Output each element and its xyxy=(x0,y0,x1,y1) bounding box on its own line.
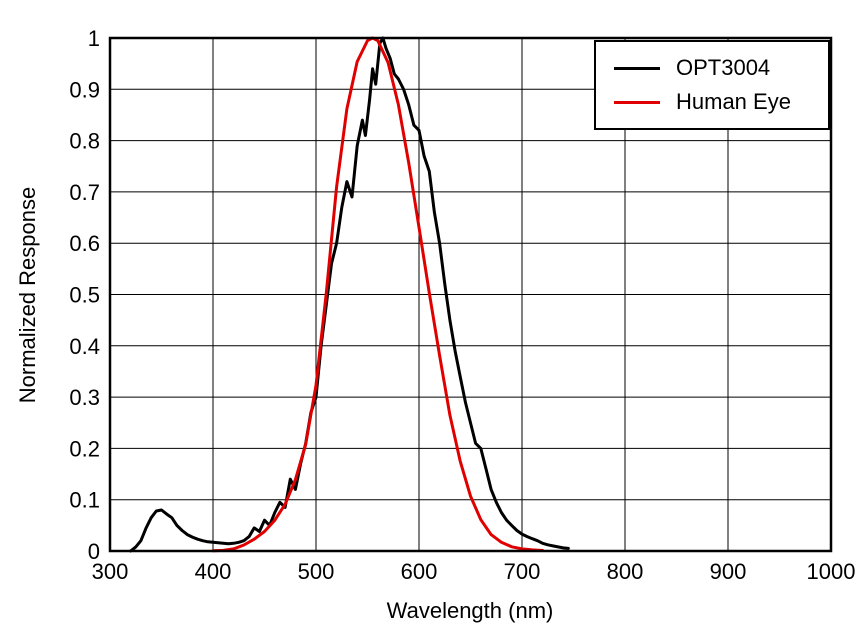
svg-text:300: 300 xyxy=(92,559,129,584)
svg-text:0.8: 0.8 xyxy=(69,129,100,154)
svg-text:1: 1 xyxy=(88,26,100,51)
x-axis-label: Wavelength (nm) xyxy=(386,598,554,623)
svg-text:0: 0 xyxy=(88,539,100,564)
legend-item-opt3004: OPT3004 xyxy=(614,57,828,79)
svg-text:600: 600 xyxy=(401,559,438,584)
legend-item-human-eye: Human Eye xyxy=(614,91,828,113)
legend-label-opt3004: OPT3004 xyxy=(676,55,771,80)
legend-line-swatch-black xyxy=(614,66,660,70)
legend: OPT3004 Human Eye xyxy=(594,40,830,130)
svg-text:0.1: 0.1 xyxy=(69,488,100,513)
svg-text:800: 800 xyxy=(607,559,644,584)
svg-text:0.5: 0.5 xyxy=(69,283,100,308)
y-axis-label: Normalized Response xyxy=(15,186,40,404)
svg-text:0.7: 0.7 xyxy=(69,180,100,205)
svg-text:0.3: 0.3 xyxy=(69,385,100,410)
legend-label-human-eye: Human Eye xyxy=(676,89,791,114)
svg-text:500: 500 xyxy=(298,559,335,584)
svg-text:900: 900 xyxy=(710,559,747,584)
svg-text:0.9: 0.9 xyxy=(69,77,100,102)
svg-text:700: 700 xyxy=(504,559,541,584)
legend-line-swatch-red xyxy=(614,100,660,104)
svg-text:0.6: 0.6 xyxy=(69,231,100,256)
svg-text:0.4: 0.4 xyxy=(69,334,100,359)
svg-text:1000: 1000 xyxy=(807,559,856,584)
svg-text:0.2: 0.2 xyxy=(69,436,100,461)
svg-text:400: 400 xyxy=(195,559,232,584)
